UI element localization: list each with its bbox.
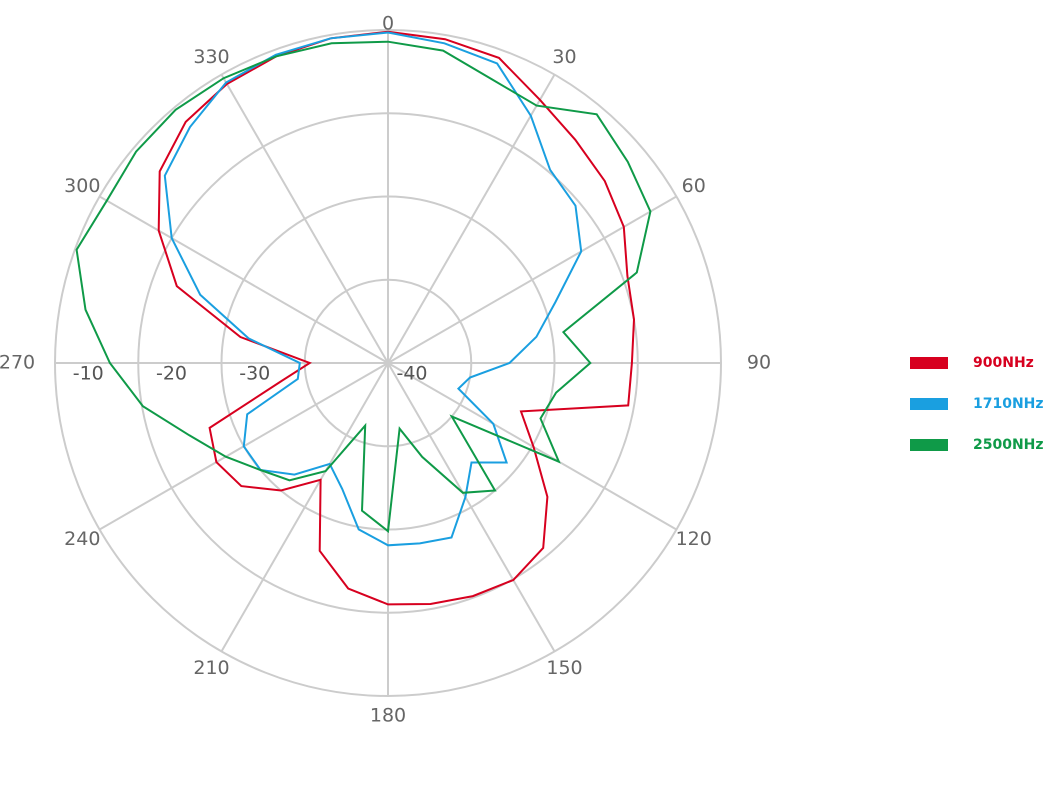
theta-tick-label: 300: [64, 175, 100, 197]
legend-swatch: [910, 439, 948, 451]
series-line: [163, 31, 583, 547]
r-tick-label: -20: [156, 363, 187, 385]
r-tick-label: -10: [73, 363, 104, 385]
spoke: [387, 74, 556, 364]
legend-swatch: [910, 357, 948, 369]
spoke: [99, 195, 389, 364]
legend-label: 900NHz: [973, 355, 1034, 371]
spoke: [220, 74, 389, 364]
theta-tick-label: 330: [193, 46, 229, 68]
theta-tick-label: 120: [676, 528, 712, 550]
series-line: [157, 30, 636, 606]
series-line: [75, 40, 652, 534]
legend-label: 1710NHz: [973, 396, 1044, 412]
theta-tick-label: 60: [682, 175, 706, 197]
theta-tick-label: 30: [552, 46, 576, 68]
theta-tick-label: 150: [546, 657, 582, 679]
r-tick-label: -30: [239, 363, 270, 385]
spoke: [387, 362, 677, 531]
r-tick-label: -40: [396, 363, 427, 385]
theta-tick-label: 210: [193, 657, 229, 679]
spoke: [387, 195, 677, 364]
spoke: [387, 362, 556, 652]
theta-tick-label: 240: [64, 528, 100, 550]
theta-tick-label: 270: [0, 352, 35, 374]
legend-swatch: [910, 398, 948, 410]
theta-tick-label: 0: [382, 13, 394, 35]
theta-tick-label: 180: [370, 705, 406, 727]
theta-tick-label: 90: [747, 352, 771, 374]
legend-label: 2500NHz: [973, 437, 1044, 453]
spoke: [220, 362, 389, 652]
